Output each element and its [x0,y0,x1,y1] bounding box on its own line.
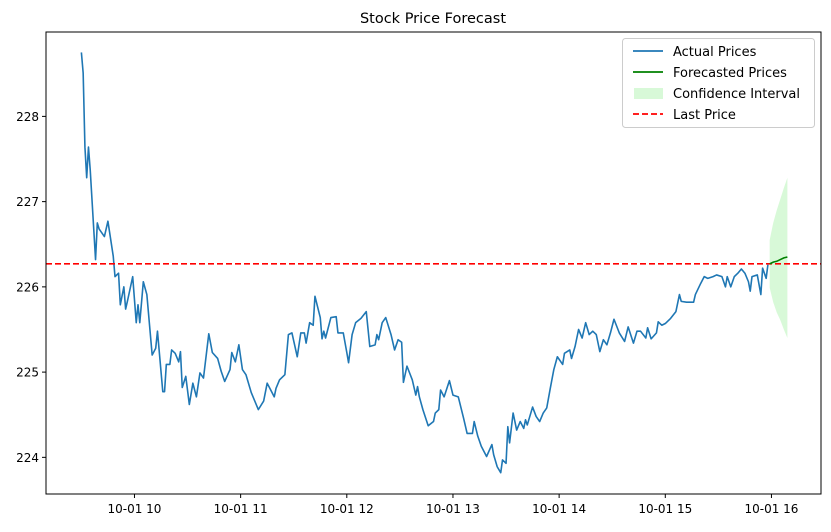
x-tick-label: 10-01 10 [107,502,161,516]
x-tick-label: 10-01 11 [214,502,268,516]
y-tick-label: 227 [16,195,39,209]
confidence-interval-band [769,177,788,339]
legend-box [622,38,815,128]
y-tick-label: 225 [16,366,39,380]
legend-interval-label: Confidence Interval [673,87,800,102]
legend-actual-label: Actual Prices [673,45,757,60]
legend: Actual Prices Forecasted Prices Confiden… [622,38,815,128]
x-tick-label: 10-01 12 [320,502,374,516]
legend-forecast-label: Forecasted Prices [673,66,787,81]
plot-area [46,52,821,474]
actual-prices-line [80,52,769,474]
axes-frame [45,31,822,495]
x-tick-label: 10-01 15 [638,502,692,516]
x-tick-label: 10-01 16 [744,502,798,516]
legend-interval-swatch [634,88,663,99]
legend-last-price-label: Last Price [673,108,736,123]
y-tick-label: 226 [16,280,39,294]
axis-ticks: 224 225 226 227 228 10-01 10 10-01 11 10-01 12 1… [16,110,798,516]
y-tick-label: 228 [16,110,39,124]
chart-title: Stock Price Forecast [360,11,506,27]
y-tick-label: 224 [16,451,39,465]
x-tick-label: 10-01 14 [532,502,586,516]
x-tick-label: 10-01 13 [426,502,480,516]
forecast-line [769,256,788,265]
